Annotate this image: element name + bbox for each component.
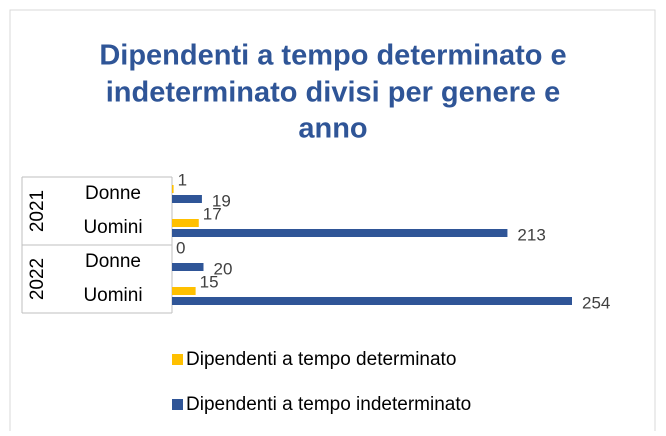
y-tick-label: Uomini [83,217,142,238]
data-label: 15 [200,272,219,291]
group-label: 2021 [27,190,48,232]
chart-frame [9,9,656,436]
group-label: 2022 [27,258,48,300]
legend-swatch [172,354,183,365]
bar [172,297,572,305]
chart-title: Dipendenti a tempo determinato e [99,40,566,72]
bar [172,195,202,203]
bar [172,229,508,237]
bar [172,185,174,193]
legend-label: Dipendenti a tempo indeterminato [186,394,471,415]
y-tick-label: Donne [85,183,141,204]
legend-label: Dipendenti a tempo determinato [186,349,456,370]
data-label: 20 [213,259,232,278]
legend-swatch [172,399,183,410]
data-label: 0 [176,238,185,257]
bar [172,219,199,227]
chart-title: indeterminato divisi per genere e [106,77,560,109]
bar [172,263,204,271]
data-label: 254 [582,293,610,312]
data-label: 213 [517,225,545,244]
bar [172,287,196,295]
y-tick-label: Donne [85,251,141,272]
data-label: 19 [212,191,231,210]
data-label: 17 [203,204,222,223]
chart-title: anno [298,113,367,145]
data-label: 1 [178,170,187,189]
y-tick-label: Uomini [83,285,142,306]
